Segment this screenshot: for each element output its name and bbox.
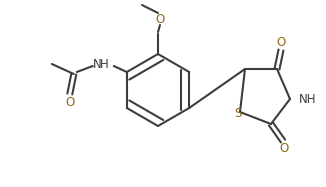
Text: N: N [93,57,101,70]
Text: O: O [156,13,165,25]
Text: H: H [99,57,108,70]
Text: O: O [65,96,74,108]
Text: O: O [276,36,286,48]
Text: S: S [234,107,242,119]
Text: NH: NH [299,93,317,105]
Text: O: O [279,142,289,154]
